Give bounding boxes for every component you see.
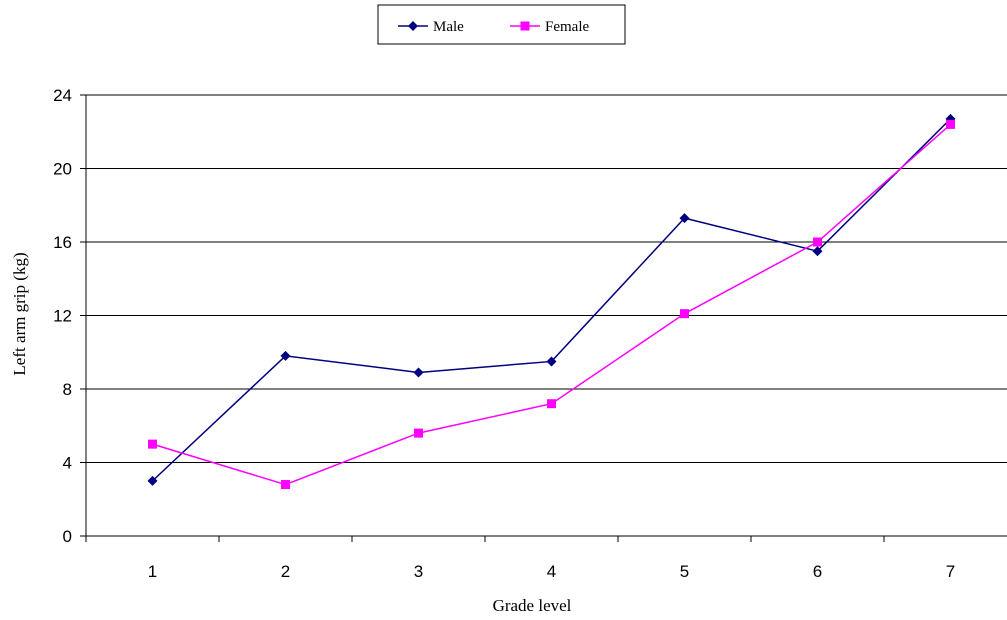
data-point-female — [414, 428, 423, 438]
y-tick-label: 0 — [63, 527, 72, 546]
legend-marker-male — [408, 21, 418, 31]
y-axis-title: Left arm grip (kg) — [10, 252, 29, 375]
data-point-female — [148, 439, 157, 449]
x-axis-title: Grade level — [493, 596, 572, 615]
legend-item-male: Male — [398, 19, 464, 35]
data-point-female — [547, 399, 556, 409]
x-tick-label: 6 — [813, 562, 822, 581]
legend-label-female: Female — [545, 19, 589, 35]
series-female — [148, 119, 955, 490]
legend-box — [377, 4, 626, 45]
data-point-female — [946, 119, 955, 129]
y-tick-label: 24 — [53, 86, 72, 105]
x-axis-ticks: 1 2 3 4 5 6 7 — [85, 536, 955, 581]
y-axis-ticks: 0 4 8 12 16 20 24 — [53, 86, 86, 546]
y-tick-label: 4 — [63, 454, 72, 473]
data-point-female — [281, 480, 290, 490]
data-point-male — [546, 356, 557, 367]
gridlines — [86, 94, 1007, 463]
x-tick-label: 4 — [547, 562, 556, 581]
legend-item-female: Female — [510, 19, 589, 35]
x-tick-label: 1 — [148, 562, 157, 581]
data-point-male — [679, 213, 690, 224]
x-tick-label: 3 — [414, 562, 423, 581]
legend-marker-female — [520, 21, 530, 31]
series-male — [147, 113, 956, 486]
y-tick-label: 12 — [53, 307, 72, 326]
data-point-female — [813, 237, 822, 247]
legend-label-male: Male — [433, 19, 464, 35]
data-point-male — [812, 246, 823, 257]
data-point-male — [413, 367, 424, 378]
series-line-male — [151, 118, 952, 482]
data-point-male — [147, 475, 158, 486]
y-tick-label: 20 — [53, 160, 72, 179]
y-tick-label: 16 — [53, 233, 72, 252]
y-tick-label: 8 — [63, 380, 72, 399]
x-tick-label: 5 — [680, 562, 689, 581]
data-point-female — [680, 309, 689, 319]
data-point-male — [280, 350, 291, 361]
legend: Male Female — [377, 4, 626, 45]
series-line-female — [152, 123, 951, 486]
x-tick-label: 7 — [946, 562, 955, 581]
series-group — [147, 113, 956, 490]
x-tick-label: 2 — [281, 562, 290, 581]
